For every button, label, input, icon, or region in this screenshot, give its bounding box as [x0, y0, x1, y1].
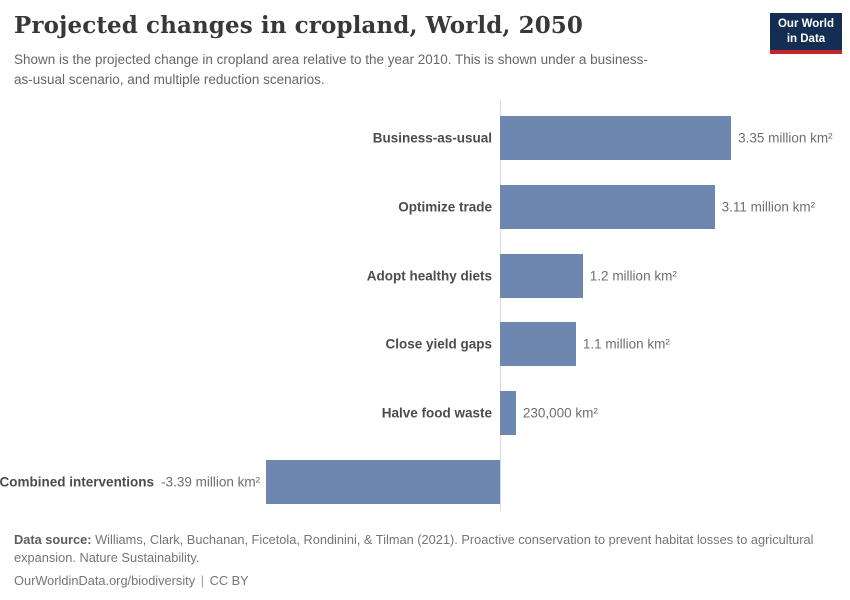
value-label: 1.2 million km² — [589, 268, 677, 284]
zero-axis-line — [500, 100, 501, 511]
license-label: CC BY — [209, 573, 249, 589]
value-label: 3.35 million km² — [738, 130, 833, 146]
value-label: 3.11 million km² — [721, 199, 816, 215]
data-source-note: Data source: Williams, Clark, Buchanan, … — [14, 531, 838, 567]
bar[interactable] — [500, 253, 583, 298]
bar-row: Close yield gaps 1.1 million km² — [0, 322, 850, 367]
page-title: Projected changes in cropland, World, 20… — [14, 12, 584, 39]
chart-footer: Data source: Williams, Clark, Buchanan, … — [14, 531, 838, 590]
value-label: 1.1 million km² — [582, 336, 670, 352]
bar-row: Optimize trade 3.11 million km² — [0, 184, 850, 229]
bar[interactable] — [500, 184, 715, 229]
category-label: Optimize trade — [398, 199, 492, 215]
bar[interactable] — [500, 116, 732, 160]
chart-subtitle: Shown is the projected change in croplan… — [14, 52, 648, 87]
value-label: -3.39 million km² — [161, 474, 261, 490]
bar[interactable] — [266, 460, 500, 504]
category-label: Combined interventions — [0, 474, 155, 490]
bar[interactable] — [500, 322, 576, 367]
bar-row: Combined interventions -3.39 million km² — [0, 460, 850, 504]
owid-logo[interactable]: Our World in Data — [770, 13, 842, 54]
bar-row: Business-as-usual 3.35 million km² — [0, 116, 850, 160]
negative-bar-labels: Combined interventions -3.39 million km² — [0, 475, 260, 490]
data-source-label: Data source: — [14, 532, 92, 547]
category-label: Close yield gaps — [385, 336, 492, 352]
value-label: 230,000 km² — [522, 405, 598, 421]
owid-logo-line1: Our World — [777, 18, 834, 31]
category-label: Halve food waste — [381, 405, 492, 421]
bar-row: Halve food waste 230,000 km² — [0, 391, 850, 436]
bar-chart: Business-as-usual 3.35 million km² Optimiz… — [0, 100, 850, 512]
footer-separator: | — [200, 573, 205, 589]
category-label: Adopt healthy diets — [366, 268, 492, 284]
data-source-text: Williams, Clark, Buchanan, Ficetola, Ron… — [14, 532, 814, 566]
bar[interactable] — [500, 391, 516, 436]
owid-logo-line2: in Data — [786, 32, 826, 45]
owid-url-link[interactable]: OurWorldinData.org/biodiversity — [14, 573, 196, 589]
category-label: Business-as-usual — [372, 130, 492, 146]
bar-row: Adopt healthy diets 1.2 million km² — [0, 253, 850, 298]
citation-line: OurWorldinData.org/biodiversity | CC BY — [14, 572, 838, 590]
